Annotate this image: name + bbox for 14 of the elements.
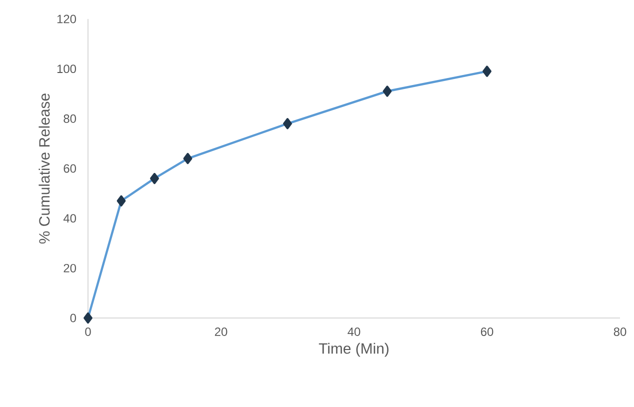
y-tick-label: 60 [64,164,76,173]
y-tick-label: 120 [57,14,76,24]
y-tick-label: 20 [64,264,76,272]
x-axis-title: Time (Min) [318,342,388,357]
x-tick-label: 20 [214,328,228,336]
x-tick-label: 0 [85,328,91,336]
x-tick-label: 60 [480,328,494,336]
x-tick-label: 40 [348,328,360,336]
y-axis-title: % Cumulative Release [38,94,50,244]
y-tick-label: 80 [64,114,76,123]
y-tick-label: 100 [57,64,76,74]
y-tick-label: 0 [70,314,76,322]
x-tick-label: 80 [614,328,626,336]
y-tick-label: 40 [63,214,76,223]
